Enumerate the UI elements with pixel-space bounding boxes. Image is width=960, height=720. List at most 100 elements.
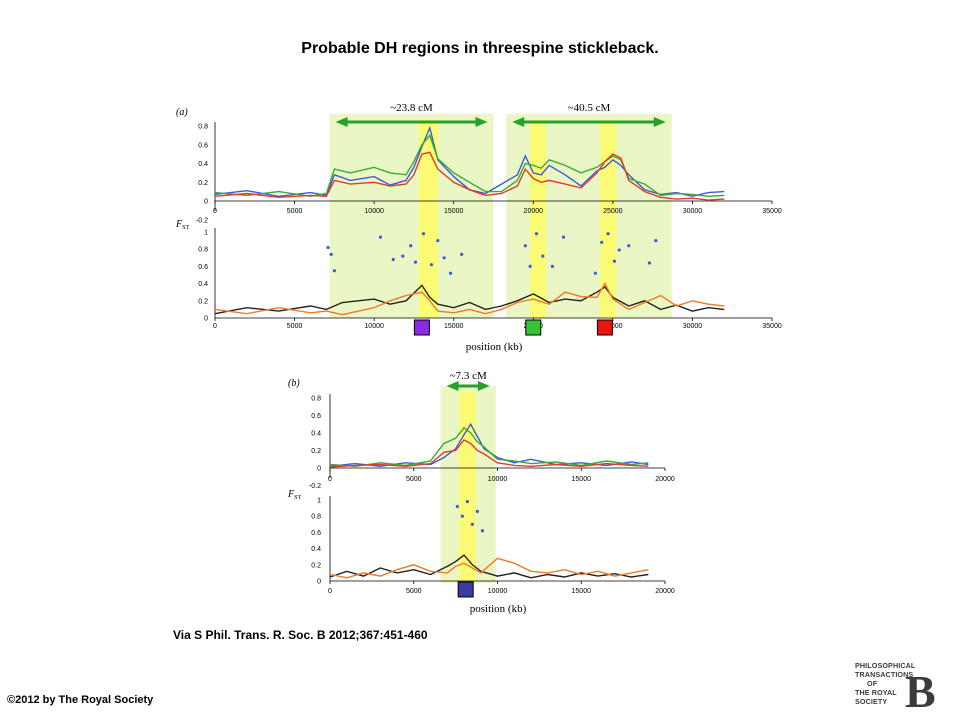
y-tick-label: -0.2 xyxy=(196,217,208,224)
x-tick-label: 20000 xyxy=(524,208,544,215)
x-tick-label: 10000 xyxy=(488,476,508,483)
journal-logo: PHILOSOPHICAL TRANSACTIONS OF THE ROYAL … xyxy=(855,661,936,717)
x-tick-label: 30000 xyxy=(683,208,703,215)
marker-box-red xyxy=(596,319,613,336)
region-arrow-head xyxy=(446,381,459,391)
scatter-point xyxy=(332,269,336,273)
y-tick-label: 0 xyxy=(204,316,208,323)
x-tick-label: 0 xyxy=(213,208,217,215)
scatter-point xyxy=(421,232,426,236)
marker-box-navy xyxy=(457,581,474,598)
y-tick-label: 0.2 xyxy=(198,180,208,187)
slide-title: Probable DH regions in threespine stickl… xyxy=(301,40,659,57)
x-tick-label: 5000 xyxy=(287,208,303,215)
scatter-point xyxy=(654,239,658,243)
x-tick-label: 15000 xyxy=(444,208,464,215)
y-tick-label: 0.4 xyxy=(311,431,321,438)
region-label: ~7.3 cM xyxy=(450,370,487,382)
y-tick-label: 0.8 xyxy=(311,396,321,403)
panel-b: ~7.3 cM005000500010000100001500015000200… xyxy=(287,370,675,615)
highlight-band xyxy=(418,120,438,318)
series-line-green xyxy=(329,426,649,468)
scatter-point xyxy=(523,244,527,248)
y-tick-label: 0.4 xyxy=(311,546,321,553)
scatter-point xyxy=(378,235,383,239)
region-arrow-head xyxy=(477,381,490,391)
x-tick-label: 15000 xyxy=(572,476,592,483)
y-tick-label: -0.2 xyxy=(309,483,321,490)
scatter-point xyxy=(329,252,333,256)
y-axis-label: FST xyxy=(287,489,301,501)
series-line-blue xyxy=(214,125,725,198)
scatter-point xyxy=(470,522,474,526)
series-line-black xyxy=(329,554,649,579)
x-tick-label: 5000 xyxy=(287,323,303,330)
scatter-point xyxy=(600,240,604,244)
scatter-point xyxy=(442,256,446,260)
copyright: ©2012 by The Royal Society xyxy=(7,694,154,706)
logo-line: OF xyxy=(867,679,878,688)
scatter-point xyxy=(647,261,652,265)
x-tick-label: 5000 xyxy=(406,476,422,483)
scatter-point xyxy=(401,254,405,258)
series-line-red xyxy=(214,151,725,201)
logo-letter: B xyxy=(905,666,936,717)
highlight-band xyxy=(600,120,617,318)
panel-label: (a) xyxy=(176,107,188,118)
region-arrow-head xyxy=(335,117,348,127)
y-tick-label: 0.4 xyxy=(198,281,208,288)
dh-region-band xyxy=(329,114,494,318)
region-arrow-head xyxy=(475,117,488,127)
x-tick-label: 5000 xyxy=(406,588,422,595)
scatter-point xyxy=(627,244,631,248)
region-label: ~23.8 cM xyxy=(390,102,433,114)
series-line-orange xyxy=(214,282,725,316)
x-tick-label: 15000 xyxy=(572,588,592,595)
y-tick-label: 0.2 xyxy=(311,448,321,455)
panel-label: (b) xyxy=(288,378,300,389)
panel-a: ~23.8 cM ~40.5 cM005000500010000100001500… xyxy=(175,102,782,353)
scatter-point xyxy=(528,264,532,268)
scatter-point xyxy=(429,263,434,267)
scatter-point xyxy=(448,271,453,275)
scatter-point xyxy=(391,257,395,262)
y-tick-label: 0.8 xyxy=(198,247,208,254)
highlight-band xyxy=(458,392,476,583)
y-tick-label: 0.2 xyxy=(311,562,321,569)
scatter-point xyxy=(460,252,464,256)
series-line-orange xyxy=(329,557,649,579)
scatter-point xyxy=(409,244,413,248)
x-tick-label: 25000 xyxy=(603,323,623,330)
x-tick-label: 25000 xyxy=(603,208,623,215)
series-line-black xyxy=(214,284,725,315)
series-line-red xyxy=(329,439,649,468)
x-tick-label: 35000 xyxy=(762,208,782,215)
y-tick-label: 1 xyxy=(204,230,208,237)
logo-line: SOCIETY xyxy=(855,697,888,706)
x-tick-label: 20000 xyxy=(655,588,675,595)
scatter-point xyxy=(436,239,440,243)
x-tick-label: 0 xyxy=(213,323,217,330)
logo-line: THE ROYAL xyxy=(855,688,897,697)
scatter-point xyxy=(606,232,610,236)
x-tick-label: 35000 xyxy=(762,323,782,330)
scatter-point xyxy=(480,529,485,533)
logo-line: TRANSACTIONS xyxy=(855,670,914,679)
y-tick-label: 0.2 xyxy=(198,298,208,305)
scatter-point xyxy=(593,271,597,275)
scatter-point xyxy=(465,500,469,504)
scatter-point xyxy=(561,235,566,239)
scatter-point xyxy=(612,259,617,263)
region-arrow-head xyxy=(512,117,525,127)
y-tick-label: 0.8 xyxy=(198,124,208,131)
x-tick-label: 15000 xyxy=(444,323,464,330)
scatter-point xyxy=(460,514,464,518)
y-tick-label: 0 xyxy=(317,579,321,586)
y-tick-label: 0.6 xyxy=(311,530,321,537)
y-tick-label: 0 xyxy=(204,199,208,206)
y-axis-label: FST xyxy=(175,219,189,231)
logo-line: PHILOSOPHICAL xyxy=(855,661,916,670)
series-line-blue xyxy=(329,422,649,468)
x-tick-label: 30000 xyxy=(683,323,703,330)
x-tick-label: 10000 xyxy=(488,588,508,595)
